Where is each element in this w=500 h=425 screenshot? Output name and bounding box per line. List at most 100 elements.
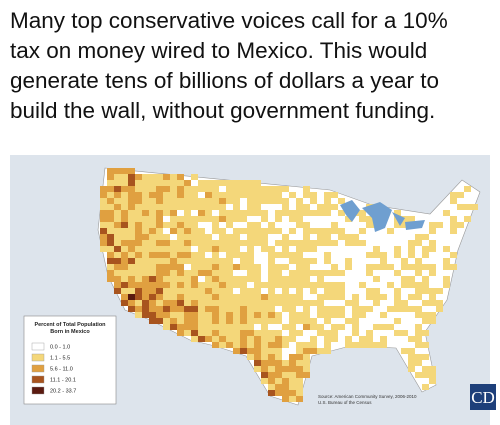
- county: [226, 300, 233, 306]
- county: [394, 222, 401, 228]
- county: [135, 300, 142, 306]
- county: [212, 180, 219, 186]
- county: [198, 204, 205, 210]
- county: [198, 198, 205, 204]
- county: [254, 276, 261, 282]
- county: [135, 294, 142, 300]
- county: [219, 282, 226, 288]
- county: [121, 300, 128, 306]
- county: [184, 204, 191, 210]
- county: [275, 264, 282, 270]
- county: [114, 204, 121, 210]
- county: [282, 300, 289, 306]
- county: [338, 312, 345, 318]
- county: [121, 282, 128, 288]
- caption-line: tax on money wired to Mexico. This would: [10, 38, 428, 63]
- county: [261, 342, 268, 348]
- county: [436, 222, 443, 228]
- legend-title: Born in Mexico: [50, 329, 90, 335]
- county: [247, 222, 254, 228]
- county: [163, 246, 170, 252]
- county: [443, 246, 450, 252]
- county: [163, 294, 170, 300]
- county: [275, 336, 282, 342]
- county: [226, 246, 233, 252]
- county: [219, 288, 226, 294]
- county: [121, 264, 128, 270]
- county: [128, 270, 135, 276]
- county: [331, 270, 338, 276]
- legend-swatch: [31, 375, 45, 384]
- county: [296, 384, 303, 390]
- county: [289, 192, 296, 198]
- county: [310, 318, 317, 324]
- county: [289, 318, 296, 324]
- county: [107, 234, 114, 240]
- county: [345, 300, 352, 306]
- county: [142, 246, 149, 252]
- county: [380, 336, 387, 342]
- county: [401, 264, 408, 270]
- county: [247, 240, 254, 246]
- county: [324, 204, 331, 210]
- county: [296, 396, 303, 402]
- county: [240, 264, 247, 270]
- county: [184, 198, 191, 204]
- county: [429, 270, 436, 276]
- county: [128, 174, 135, 180]
- county: [261, 198, 268, 204]
- county: [205, 264, 212, 270]
- county: [282, 186, 289, 192]
- county: [219, 204, 226, 210]
- source-note: Source: American Community Survey, 2006-…: [318, 394, 417, 399]
- county: [198, 318, 205, 324]
- county: [317, 234, 324, 240]
- county: [464, 186, 471, 192]
- county: [366, 288, 373, 294]
- county: [114, 288, 121, 294]
- county: [170, 288, 177, 294]
- county: [233, 264, 240, 270]
- county: [268, 348, 275, 354]
- county: [415, 372, 422, 378]
- county: [226, 324, 233, 330]
- county: [170, 264, 177, 270]
- county: [359, 240, 366, 246]
- county: [100, 216, 107, 222]
- county: [338, 294, 345, 300]
- county: [121, 210, 128, 216]
- county: [408, 216, 415, 222]
- county: [310, 246, 317, 252]
- county: [261, 372, 268, 378]
- county: [142, 174, 149, 180]
- county: [156, 222, 163, 228]
- county: [247, 342, 254, 348]
- county: [121, 258, 128, 264]
- caption-line: build the wall, without government fundi…: [10, 98, 436, 123]
- county: [100, 204, 107, 210]
- county: [191, 240, 198, 246]
- county: [149, 312, 156, 318]
- county: [450, 222, 457, 228]
- county: [401, 306, 408, 312]
- county: [303, 276, 310, 282]
- county: [135, 210, 142, 216]
- county: [408, 354, 415, 360]
- county: [219, 198, 226, 204]
- county: [394, 252, 401, 258]
- county: [114, 168, 121, 174]
- county: [191, 264, 198, 270]
- county: [296, 366, 303, 372]
- county: [359, 216, 366, 222]
- county: [303, 342, 310, 348]
- caption-line: generate tens of billions of dollars a y…: [10, 68, 440, 93]
- county: [205, 240, 212, 246]
- county: [282, 324, 289, 330]
- county: [324, 240, 331, 246]
- county: [352, 324, 359, 330]
- county: [240, 258, 247, 264]
- county: [261, 306, 268, 312]
- county: [100, 228, 107, 234]
- county: [289, 378, 296, 384]
